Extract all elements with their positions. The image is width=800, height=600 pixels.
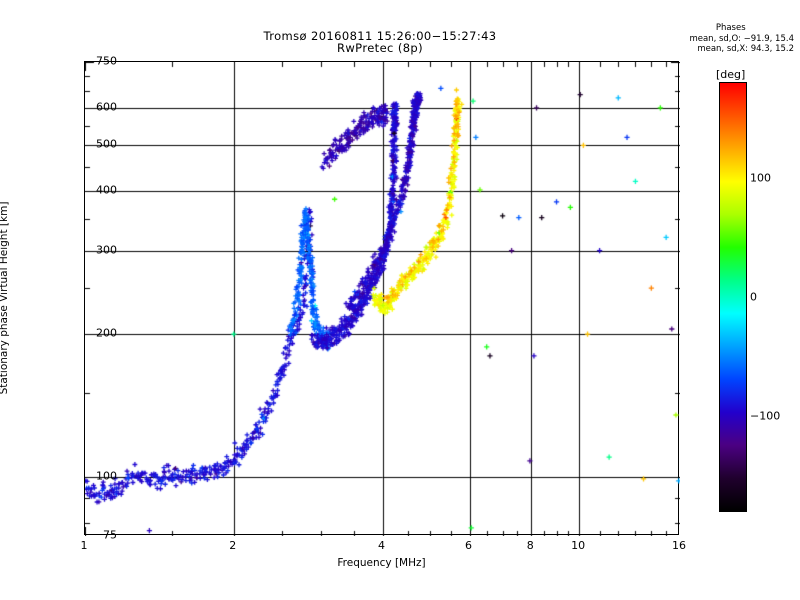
- plot-area: [84, 61, 680, 536]
- y-axis-label: Stationary phase Virtual Height [km]: [0, 201, 10, 395]
- colorbar: [719, 82, 747, 512]
- phase-statistics-annotation: Phases mean, sd,O: −91.9, 15.4 mean, sd,…: [689, 23, 794, 55]
- annotation-omode-stats: mean, sd,O: −91.9, 15.4: [689, 33, 794, 44]
- y-tick-label: 500: [96, 137, 117, 151]
- colorbar-tick-label: 100: [750, 171, 771, 185]
- annotation-xmode-stats: mean, sd,X: 94.3, 15.2: [697, 44, 794, 54]
- x-tick-label: 2: [229, 539, 237, 552]
- plot-title-line1: Tromsø 20160811 15:26:00−15:27:43: [263, 29, 497, 43]
- y-tick-label: 600: [96, 100, 117, 114]
- x-axis-label: Frequency [MHz]: [337, 557, 426, 569]
- colorbar-unit-label: [deg]: [716, 68, 746, 81]
- colorbar-tick-label: −100: [750, 409, 781, 423]
- y-tick-label: 300: [96, 243, 117, 257]
- annotation-heading: Phases: [715, 23, 746, 33]
- plot-subtitle-line2: RwPretec (8p): [336, 41, 424, 55]
- y-tick-label: 750: [96, 54, 117, 68]
- x-tick-label: 4: [378, 539, 385, 552]
- scatter-canvas: [85, 62, 680, 536]
- colorbar-tick-label: 0: [750, 290, 757, 304]
- y-tick-label: 100: [96, 469, 117, 483]
- y-tick-label: 200: [96, 326, 117, 340]
- y-tick-label: 400: [96, 183, 117, 197]
- x-tick-label: 10: [571, 539, 586, 552]
- y-tick-label: 75: [103, 528, 117, 542]
- x-tick-label: 6: [465, 539, 472, 552]
- x-tick-label: 8: [526, 539, 534, 552]
- x-tick-label: 1: [80, 539, 88, 552]
- x-tick-label: 16: [672, 539, 686, 552]
